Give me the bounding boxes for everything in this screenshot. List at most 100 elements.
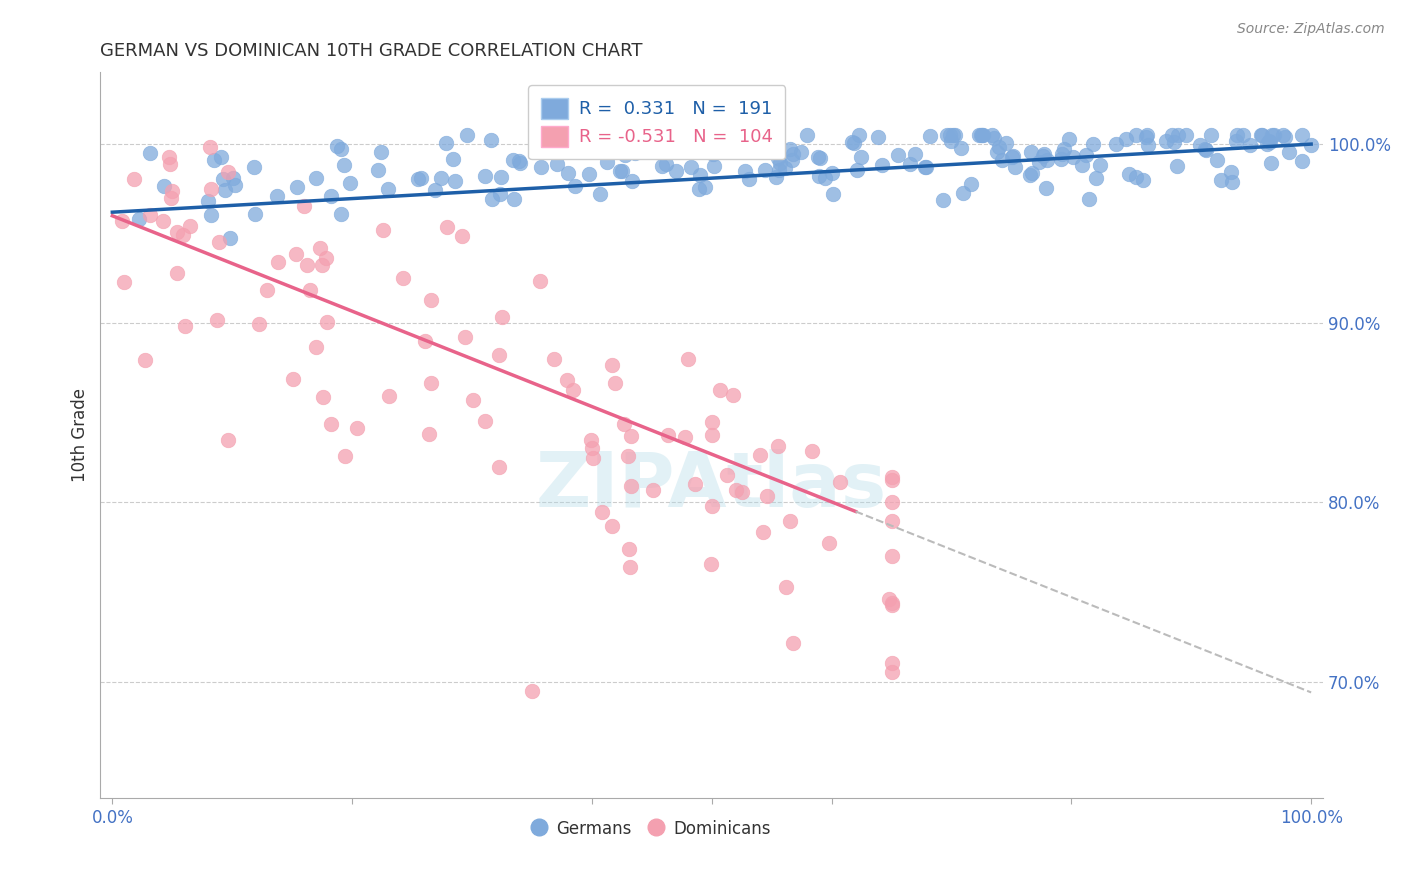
Point [702, 146, 724, 161]
Point [744, 134, 766, 148]
Point [870, 158, 893, 172]
Point [1250, 128, 1272, 143]
Point [413, 334, 436, 348]
Point [1050, 146, 1073, 161]
Point [904, 147, 927, 161]
Text: ZIPAtlas: ZIPAtlas [536, 449, 887, 523]
Point [1090, 158, 1112, 172]
Point [200, 208, 222, 222]
Point [308, 242, 330, 256]
Point [581, 433, 603, 447]
Point [557, 166, 579, 180]
Point [738, 128, 761, 143]
Point [1206, 153, 1229, 168]
Point [877, 592, 900, 607]
Point [266, 188, 288, 202]
Point [450, 229, 472, 244]
Point [775, 161, 797, 176]
Point [1261, 128, 1284, 143]
Point [880, 514, 903, 528]
Point [1132, 173, 1154, 187]
Point [689, 168, 711, 182]
Point [679, 160, 702, 174]
Point [436, 220, 458, 235]
Point [765, 170, 787, 185]
Point [880, 470, 903, 484]
Point [1032, 148, 1054, 162]
Point [418, 427, 440, 442]
Point [1084, 171, 1107, 186]
Point [700, 415, 723, 429]
Point [582, 450, 605, 465]
Point [657, 428, 679, 442]
Point [665, 136, 688, 150]
Point [1136, 128, 1159, 143]
Point [316, 315, 339, 329]
Point [333, 158, 356, 172]
Point [434, 136, 457, 150]
Point [479, 133, 502, 147]
Point [217, 165, 239, 179]
Point [1104, 137, 1126, 152]
Point [617, 449, 640, 463]
Point [315, 251, 337, 265]
Point [920, 128, 942, 143]
Point [159, 156, 181, 170]
Point [768, 439, 790, 453]
Point [748, 448, 770, 462]
Point [1050, 152, 1073, 166]
Point [423, 183, 446, 197]
Point [1166, 159, 1188, 173]
Point [202, 153, 225, 167]
Point [972, 128, 994, 143]
Point [986, 145, 1008, 160]
Point [620, 429, 643, 443]
Point [1220, 164, 1243, 178]
Point [1154, 134, 1177, 148]
Point [474, 414, 496, 428]
Point [1225, 134, 1247, 148]
Point [172, 227, 194, 242]
Point [603, 376, 626, 390]
Point [734, 164, 756, 178]
Point [1167, 128, 1189, 143]
Point [502, 153, 524, 168]
Point [1036, 153, 1059, 167]
Point [970, 128, 993, 143]
Point [1035, 180, 1057, 194]
Point [609, 164, 631, 178]
Point [502, 192, 524, 206]
Point [939, 134, 962, 148]
Point [292, 199, 315, 213]
Point [111, 214, 134, 228]
Point [209, 150, 232, 164]
Point [943, 128, 966, 143]
Point [546, 156, 568, 170]
Point [1125, 170, 1147, 185]
Point [157, 150, 180, 164]
Point [808, 169, 831, 184]
Point [738, 172, 761, 186]
Point [1002, 149, 1025, 163]
Point [880, 495, 903, 509]
Point [134, 352, 156, 367]
Point [122, 172, 145, 186]
Point [179, 219, 201, 233]
Point [620, 174, 643, 188]
Point [1081, 137, 1104, 152]
Point [647, 128, 669, 143]
Point [529, 274, 551, 288]
Point [474, 169, 496, 183]
Point [898, 156, 921, 170]
Point [373, 223, 395, 237]
Point [730, 485, 752, 500]
Point [319, 417, 342, 431]
Point [932, 193, 955, 207]
Point [709, 384, 731, 398]
Point [166, 266, 188, 280]
Point [848, 128, 870, 143]
Point [305, 171, 328, 186]
Point [153, 178, 176, 193]
Point [321, 188, 343, 202]
Point [557, 373, 579, 387]
